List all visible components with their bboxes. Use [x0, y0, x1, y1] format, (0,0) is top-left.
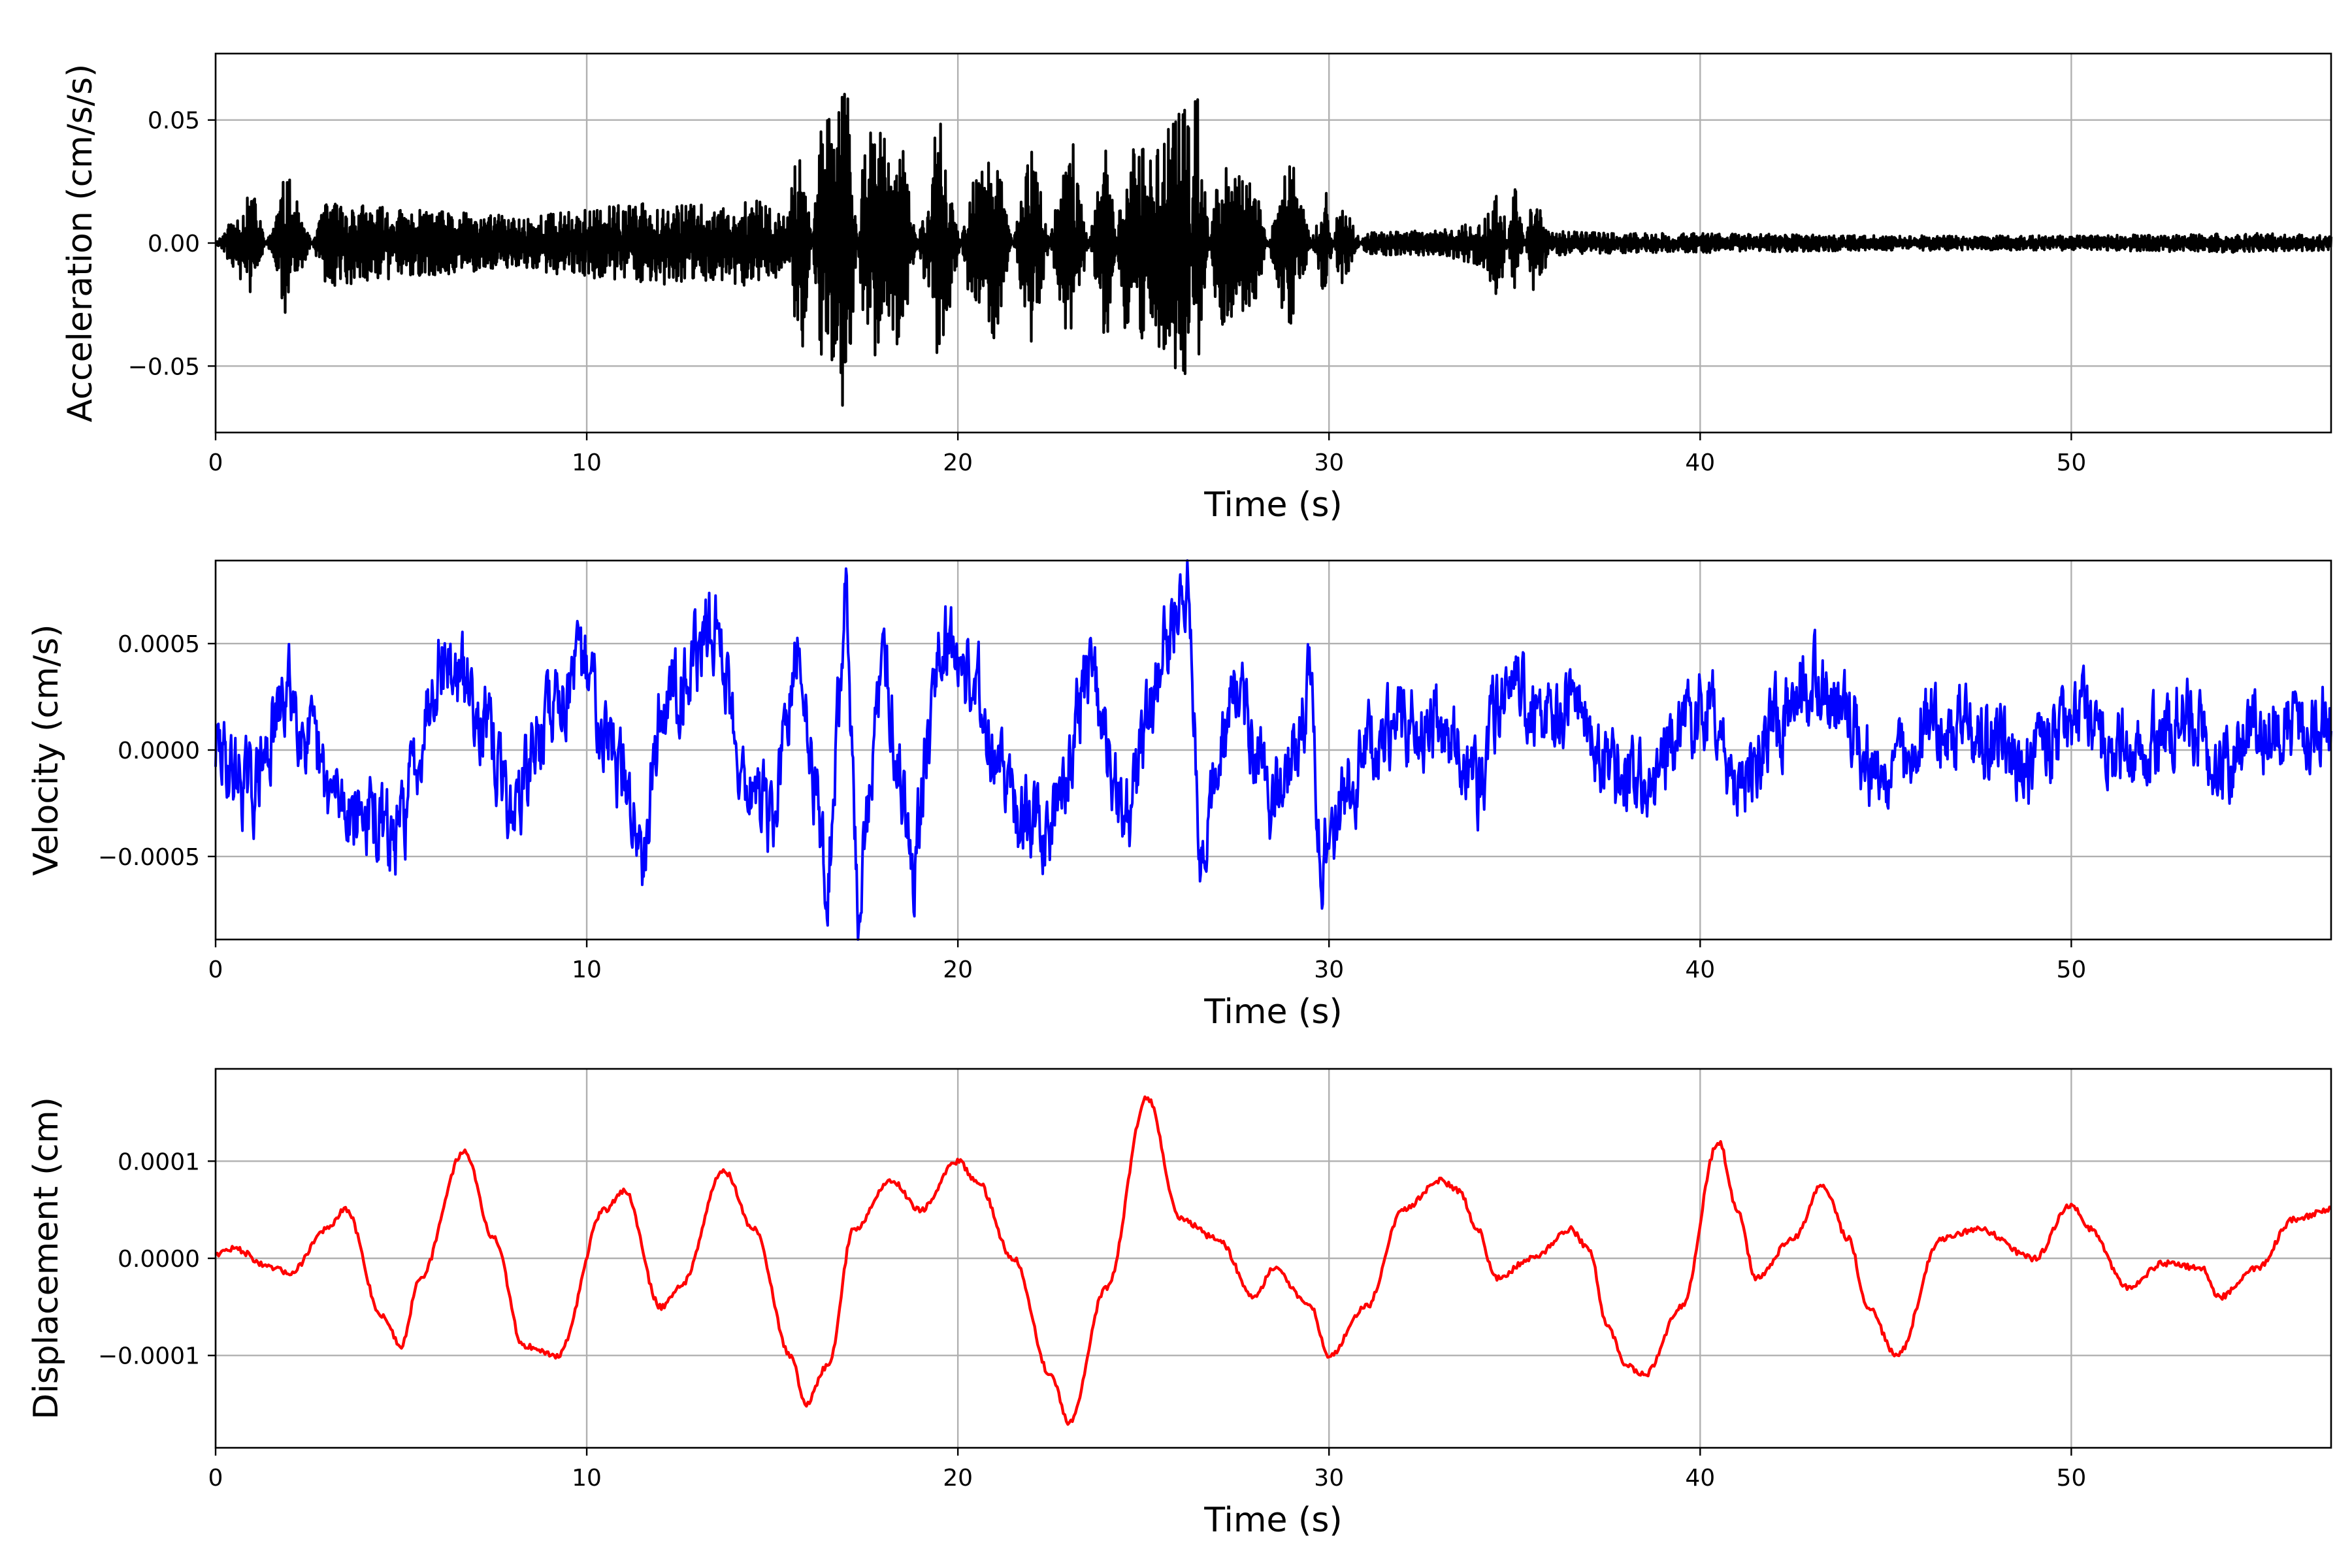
acceleration-ticks: 0 10 20 30 40 50 −0.05 0.00 0.05 — [128, 108, 2087, 476]
displacement-xtick-label: 40 — [1685, 1465, 1715, 1492]
displacement-series — [214, 1095, 2332, 1426]
velocity-xlabel: Time (s) — [1203, 992, 1342, 1032]
acceleration-ytick-label: 0.05 — [148, 108, 200, 135]
displacement-xtick-label: 30 — [1314, 1465, 1344, 1492]
acceleration-ylabel: Acceleration (cm/s/s) — [61, 64, 100, 423]
velocity-xtick-label: 20 — [943, 956, 973, 983]
displacement-ylabel: Displacement (cm) — [27, 1097, 66, 1420]
acceleration-xlabel: Time (s) — [1203, 485, 1342, 525]
acceleration-ytick-label: −0.05 — [128, 353, 200, 380]
velocity-ylabel: Velocity (cm/s) — [27, 625, 66, 876]
displacement-ytick-label: −0.0001 — [98, 1343, 200, 1370]
acceleration-xtick-label: 50 — [2056, 449, 2086, 476]
displacement-ytick-label: 0.0000 — [118, 1246, 200, 1273]
displacement-series-line — [214, 1095, 2332, 1426]
velocity-xtick-label: 30 — [1314, 956, 1344, 983]
velocity-series — [214, 559, 2332, 941]
velocity-ticks: 0 10 20 30 40 50 −0.0005 0.0000 0.0005 — [98, 631, 2086, 983]
velocity-xtick-label: 40 — [1685, 956, 1715, 983]
acceleration-series — [214, 92, 2333, 407]
velocity-ytick-label: −0.0005 — [98, 844, 200, 871]
velocity-ytick-label: 0.0000 — [118, 738, 200, 764]
displacement-xtick-label: 0 — [208, 1465, 223, 1492]
acceleration-ytick-label: 0.00 — [148, 231, 200, 257]
displacement-ytick-label: 0.0001 — [118, 1149, 200, 1175]
displacement-xtick-label: 20 — [943, 1465, 973, 1492]
velocity-ytick-label: 0.0005 — [118, 631, 200, 658]
displacement-grid — [214, 1069, 2331, 1448]
acceleration-xtick-label: 40 — [1685, 449, 1715, 476]
velocity-grid — [214, 561, 2331, 939]
displacement-ticks: 0 10 20 30 40 50 −0.0001 0.0000 0.0001 — [98, 1149, 2086, 1492]
acceleration-xtick-label: 30 — [1314, 449, 1344, 476]
acceleration-xtick-label: 20 — [943, 449, 973, 476]
displacement-xtick-label: 50 — [2056, 1465, 2086, 1492]
velocity-xtick-label: 0 — [208, 956, 223, 983]
velocity-xtick-label: 50 — [2056, 956, 2086, 983]
displacement-xtick-label: 10 — [572, 1465, 602, 1492]
acceleration-xtick-label: 0 — [208, 449, 223, 476]
velocity-xtick-label: 10 — [572, 956, 602, 983]
displacement-xlabel: Time (s) — [1203, 1501, 1342, 1540]
acceleration-series-line — [214, 92, 2333, 407]
acceleration-panel: 0 10 20 30 40 50 −0.05 0.00 0.05 Time (s) Accele… — [61, 52, 2333, 525]
velocity-series-line — [214, 559, 2332, 941]
acceleration-xtick-label: 10 — [572, 449, 602, 476]
